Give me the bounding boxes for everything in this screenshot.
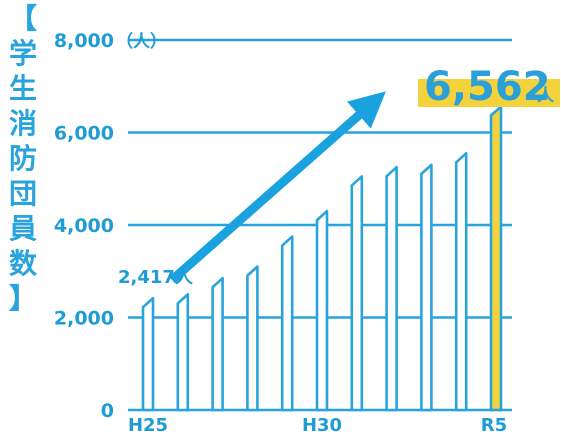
- bar: [211, 276, 224, 412]
- title-char: 学: [9, 37, 37, 70]
- bar: [315, 209, 329, 412]
- bar: [420, 163, 433, 412]
- y-tick-label: 8,000: [54, 30, 114, 52]
- title-char: 生: [9, 72, 37, 105]
- x-tick-label: H25: [128, 415, 168, 436]
- x-axis-ticks: H25 H30 R5: [128, 415, 507, 436]
- bars: [141, 105, 503, 412]
- first-value-label: 2,417人: [118, 267, 194, 288]
- y-unit-label: （人）: [116, 31, 167, 52]
- bar-highlight: [489, 105, 503, 412]
- arrow-shaft: [169, 91, 386, 284]
- last-value-unit: 人: [537, 86, 555, 106]
- bar: [141, 296, 155, 412]
- bar: [280, 235, 294, 412]
- y-tick-label: 6,000: [54, 123, 114, 145]
- bar: [246, 265, 259, 412]
- title-char: 消: [9, 107, 37, 140]
- title-char: 【: [9, 2, 37, 35]
- bar: [385, 165, 398, 412]
- y-tick-label: 2,000: [54, 308, 114, 330]
- bar: [350, 175, 364, 412]
- last-value-highlight: [418, 79, 560, 107]
- y-axis-ticks: 0 2,000 4,000 6,000 8,000 （人）: [54, 30, 167, 422]
- title-char: 数: [9, 247, 38, 280]
- x-tick-label: H30: [302, 415, 342, 436]
- x-tick-label: R5: [481, 415, 507, 436]
- bar: [454, 152, 468, 412]
- title-char: 員: [9, 212, 37, 245]
- title-char: 防: [9, 142, 37, 175]
- title-char: 】: [9, 282, 37, 315]
- title-char: 団: [9, 177, 37, 210]
- y-tick-label: 4,000: [54, 215, 114, 237]
- y-tick-label: 0: [101, 400, 114, 422]
- growth-arrow: [169, 91, 386, 284]
- bar: [176, 293, 190, 412]
- last-value-label: 6,562: [424, 64, 551, 110]
